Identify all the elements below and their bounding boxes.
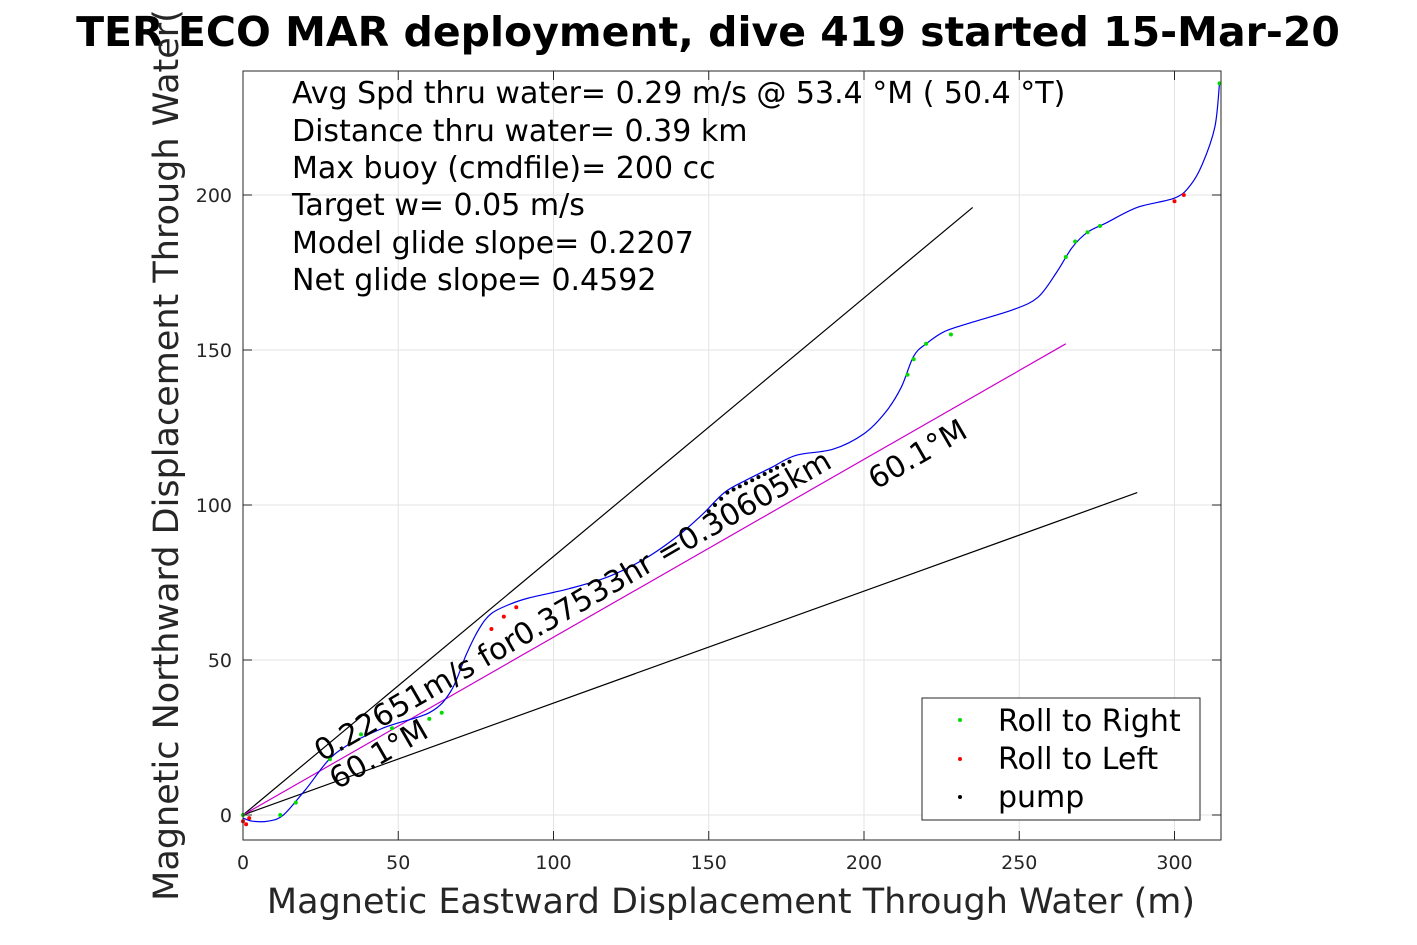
point-roll-to-right bbox=[293, 800, 298, 805]
point-roll-to-right bbox=[439, 710, 444, 715]
x-tick-label: 100 bbox=[535, 852, 571, 874]
point-roll-to-left bbox=[1181, 193, 1186, 197]
legend: Roll to Right Roll to Left pump bbox=[921, 697, 1201, 821]
point-pump bbox=[706, 509, 711, 514]
x-axis-label: Magnetic Eastward Displacement Through W… bbox=[267, 882, 1195, 922]
chart-title: TER ECO MAR deployment, dive 419 started… bbox=[76, 8, 1340, 56]
point-pump bbox=[768, 468, 773, 473]
x-tick-label: 250 bbox=[1001, 852, 1037, 874]
point-pump bbox=[731, 487, 736, 492]
point-roll-to-right bbox=[427, 716, 432, 721]
point-roll-to-right bbox=[278, 813, 283, 817]
y-tick-label: 50 bbox=[208, 650, 232, 672]
x-tick-label: 200 bbox=[846, 852, 882, 874]
data-points bbox=[241, 81, 1222, 827]
point-roll-to-left bbox=[489, 627, 494, 631]
point-roll-to-left bbox=[501, 614, 506, 619]
point-pump bbox=[750, 478, 755, 483]
info-line: Net glide slope= 0.4592 bbox=[292, 263, 656, 298]
point-roll-to-left bbox=[514, 605, 519, 610]
legend-label-pump: pump bbox=[998, 780, 1084, 815]
point-roll-to-right bbox=[924, 341, 929, 346]
x-tick-label: 0 bbox=[237, 852, 249, 874]
plot-frame bbox=[242, 70, 1222, 841]
point-pump bbox=[725, 490, 730, 495]
point-roll-to-right bbox=[327, 757, 332, 762]
y-tick-label: 100 bbox=[196, 495, 232, 517]
point-roll-to-right bbox=[1073, 239, 1078, 244]
x-tick-label: 150 bbox=[691, 852, 727, 874]
point-roll-to-right bbox=[1097, 224, 1102, 228]
heading-annotation-upper: 60.1°M bbox=[863, 413, 974, 497]
point-roll-to-left bbox=[244, 822, 249, 827]
info-line: Distance thru water= 0.39 km bbox=[292, 114, 747, 149]
x-tick-label: 300 bbox=[1156, 852, 1192, 874]
point-pump bbox=[744, 481, 749, 486]
point-pump bbox=[712, 503, 717, 507]
point-roll-to-right bbox=[911, 357, 916, 362]
point-pump bbox=[719, 496, 724, 501]
point-roll-to-left bbox=[1172, 199, 1177, 204]
point-pump bbox=[775, 465, 780, 470]
y-tick-label: 150 bbox=[196, 340, 232, 362]
reference-lines bbox=[242, 206, 1138, 816]
point-roll-to-right bbox=[1085, 230, 1090, 235]
info-line: Max buoy (cmdfile)= 200 cc bbox=[292, 151, 716, 186]
y-tick-label: 0 bbox=[220, 805, 232, 827]
x-tick-label: 50 bbox=[386, 852, 410, 874]
point-roll-to-right bbox=[948, 332, 953, 337]
reference-line bbox=[242, 492, 1138, 816]
point-pump bbox=[737, 484, 742, 489]
point-roll-to-right bbox=[905, 372, 910, 377]
reference-line bbox=[242, 206, 974, 816]
point-pump bbox=[756, 475, 761, 480]
grid bbox=[242, 71, 1221, 840]
point-roll-to-right bbox=[358, 732, 363, 737]
point-roll-to-left bbox=[247, 816, 252, 821]
legend-label-roll-right: Roll to Right bbox=[998, 704, 1181, 739]
info-line: Target w= 0.05 m/s bbox=[291, 188, 585, 223]
info-line: Avg Spd thru water= 0.29 m/s @ 53.4 °M (… bbox=[292, 76, 1065, 111]
y-tick-label: 200 bbox=[196, 185, 232, 207]
point-pump bbox=[787, 459, 792, 464]
legend-label-roll-left: Roll to Left bbox=[998, 742, 1158, 777]
point-pump bbox=[781, 462, 786, 467]
speed-annotation: 0.22651m/s for0.37533hr =0.30605km bbox=[309, 443, 838, 769]
point-roll-to-right bbox=[1063, 255, 1068, 259]
reference-line bbox=[242, 343, 1067, 816]
axis-ticks: 0 50 100 150 200 250 300 0 50 100 150 200 bbox=[196, 71, 1221, 874]
point-roll-to-right bbox=[390, 726, 395, 731]
legend-marker-roll-right bbox=[958, 718, 962, 722]
info-block: Avg Spd thru water= 0.29 m/s @ 53.4 °M (… bbox=[291, 76, 1065, 298]
y-axis-label: Magnetic Northward Displacement Through … bbox=[147, 9, 187, 901]
info-line: Model glide slope= 0.2207 bbox=[292, 226, 694, 261]
point-pump bbox=[762, 472, 767, 476]
legend-marker-pump bbox=[958, 795, 962, 799]
legend-marker-roll-left bbox=[958, 757, 962, 761]
legend-box bbox=[921, 697, 1201, 821]
